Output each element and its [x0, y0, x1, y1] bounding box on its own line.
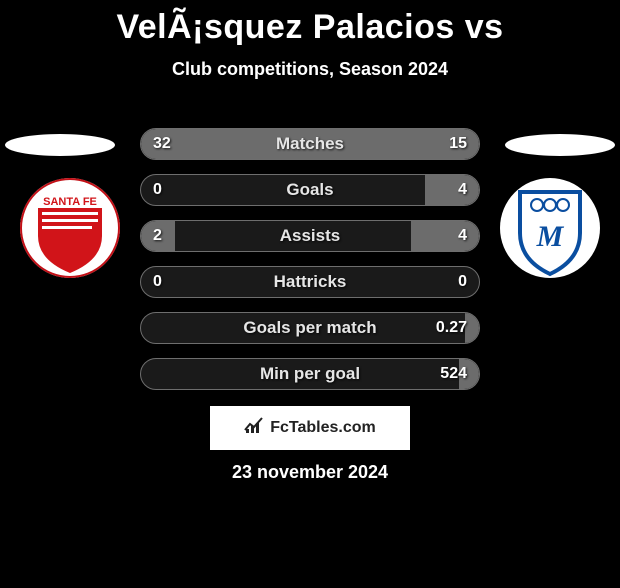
- footer-date: 23 november 2024: [0, 462, 620, 483]
- right-platform-disc: [505, 134, 615, 156]
- stat-row-hattricks: 0 Hattricks 0: [140, 266, 480, 298]
- millonarios-shield-icon: M: [500, 178, 600, 278]
- stat-value-left: 0: [153, 273, 162, 291]
- stat-fill-right: [411, 221, 479, 251]
- brand-text: FcTables.com: [270, 419, 376, 437]
- stat-label: Goals per match: [141, 318, 479, 338]
- stat-row-assists: 2 Assists 4: [140, 220, 480, 252]
- stat-value-right: 0: [458, 273, 467, 291]
- stat-fill-right: [459, 359, 479, 389]
- stat-fill-left: [141, 221, 175, 251]
- page-title: VelÃ¡squez Palacios vs: [0, 8, 620, 47]
- santa-fe-shield-icon: SANTA FE: [20, 178, 120, 278]
- svg-text:M: M: [536, 220, 565, 253]
- team-logo-left: SANTA FE: [20, 178, 120, 278]
- chart-icon: [244, 416, 264, 439]
- stat-row-goals: 0 Goals 4: [140, 174, 480, 206]
- stat-fill-right: [371, 129, 479, 159]
- stats-container: 32 Matches 15 0 Goals 4 2 Assists 4 0 Ha…: [140, 128, 480, 390]
- stat-fill-right: [425, 175, 479, 205]
- page-subtitle: Club competitions, Season 2024: [0, 59, 620, 80]
- stat-row-matches: 32 Matches 15: [140, 128, 480, 160]
- stat-fill-left: [141, 129, 371, 159]
- stat-fill-right: [465, 313, 479, 343]
- svg-text:SANTA FE: SANTA FE: [43, 196, 97, 208]
- stat-value-left: 0: [153, 181, 162, 199]
- stat-label: Hattricks: [141, 272, 479, 292]
- stat-label: Min per goal: [141, 364, 479, 384]
- stat-row-min-per-goal: Min per goal 524: [140, 358, 480, 390]
- left-platform-disc: [5, 134, 115, 156]
- brand-link[interactable]: FcTables.com: [210, 406, 410, 450]
- stat-value-right: 0.27: [436, 319, 467, 337]
- team-logo-right: M: [500, 178, 600, 278]
- stat-row-goals-per-match: Goals per match 0.27: [140, 312, 480, 344]
